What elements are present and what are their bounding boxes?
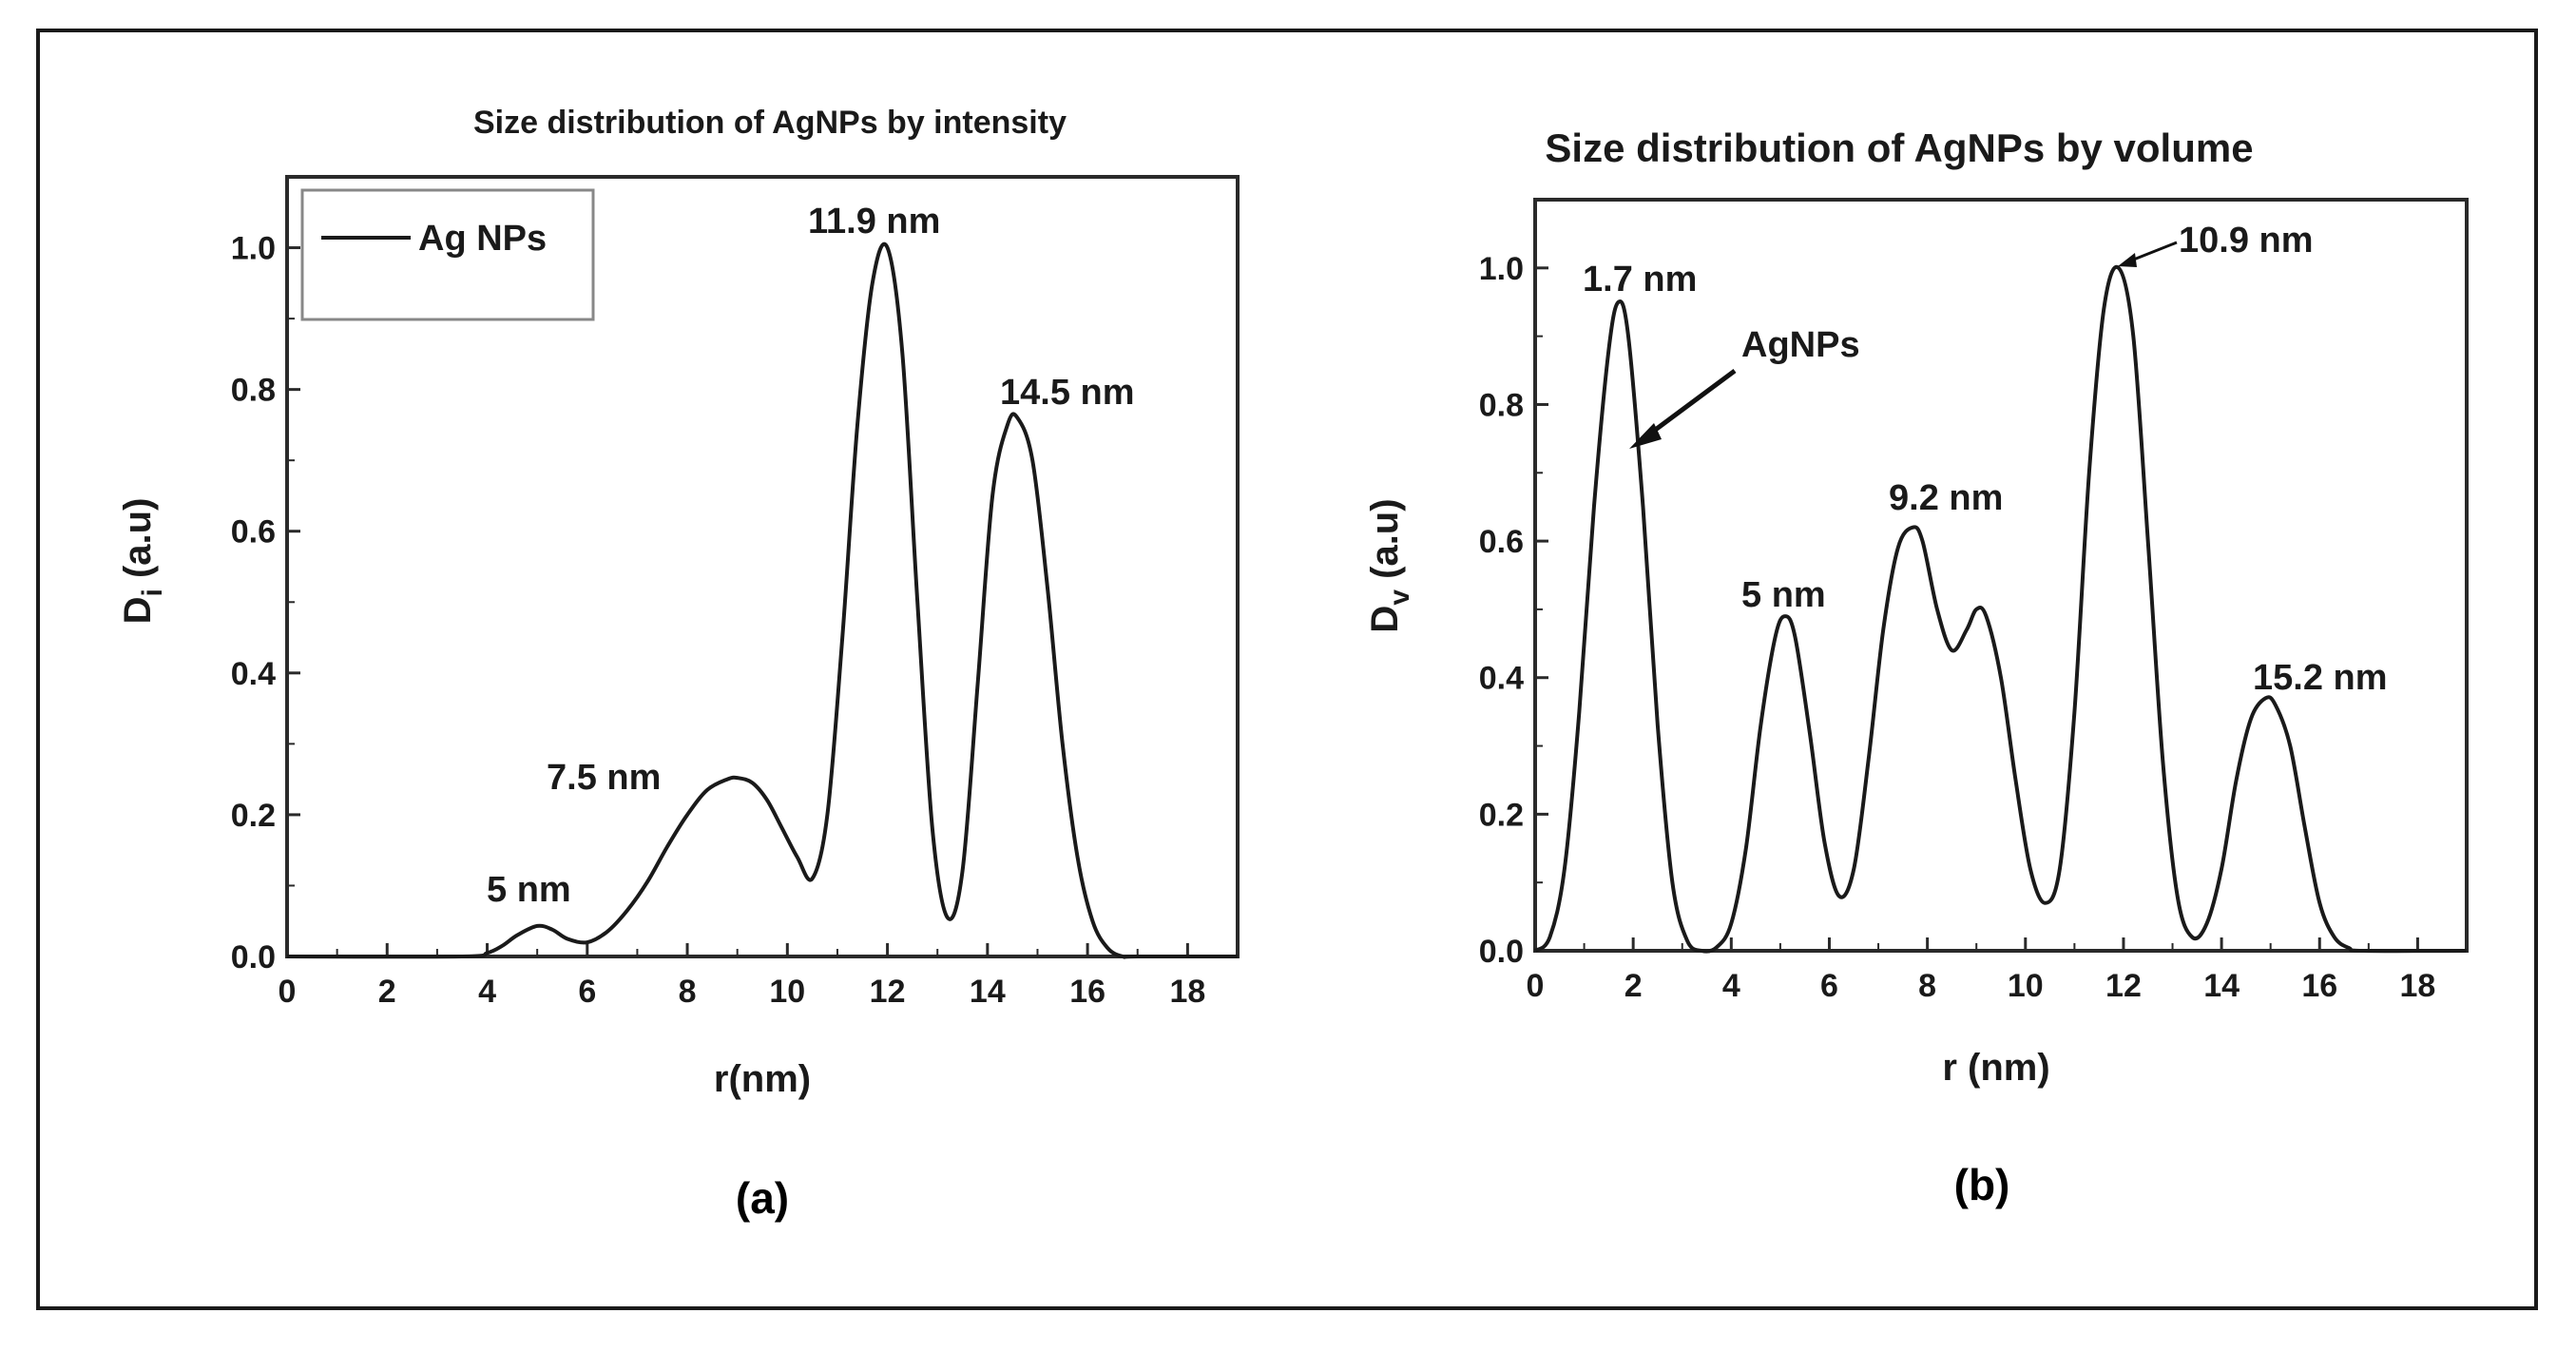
chart-a-ytick-label: 0.0	[231, 939, 276, 975]
chart-b-annotation-15-2nm: 15.2 nm	[2253, 658, 2388, 698]
chart-a-xtick-label: 4	[478, 974, 496, 1010]
chart-b-xtick-label: 8	[1918, 968, 1936, 1004]
chart-b-ytick-label: 0.0	[1479, 934, 1524, 970]
chart-a-series-line	[286, 241, 1238, 959]
chart-a-xtick-label: 8	[679, 974, 697, 1010]
chart-b-ylabel-sub: v	[1384, 589, 1415, 606]
chart-b-annotation-5nm: 5 nm	[1741, 575, 1826, 615]
chart-b-panel-label: (b)	[1954, 1160, 2010, 1209]
chart-a-xtick-label: 10	[769, 974, 805, 1010]
chart-b: Size distribution of AgNPs by volume 0.0…	[1364, 126, 2469, 1209]
chart-b-xtick-label: 10	[2008, 968, 2044, 1004]
chart-b-ytick-label: 0.6	[1479, 524, 1524, 560]
chart-a-ytick-label: 0.6	[231, 514, 276, 550]
chart-a-xtick-label: 16	[1069, 974, 1105, 1010]
chart-a: Size distribution of AgNPs by intensity …	[117, 105, 1240, 1223]
chart-a-ytick-label: 1.0	[231, 231, 276, 267]
chart-b-xtick-label: 14	[2203, 968, 2240, 1004]
chart-a-annotation-5nm: 5 nm	[487, 870, 571, 910]
chart-b-annotation-10-9nm: 10.9 nm	[2179, 221, 2314, 261]
chart-b-arrow-line	[1641, 368, 1737, 442]
chart-b-xtick-label: 2	[1624, 968, 1643, 1004]
chart-a-xtick-label: 2	[378, 974, 396, 1010]
chart-b-annotation-9-2nm: 9.2 nm	[1889, 478, 2003, 518]
chart-a-panel-label: (a)	[736, 1173, 789, 1223]
chart-a-xtick-label: 18	[1169, 974, 1205, 1010]
chart-b-xtick-label: 12	[2105, 968, 2142, 1004]
chart-a-ytick-label: 0.2	[231, 798, 276, 834]
chart-a-plot-area	[285, 175, 1240, 958]
chart-b-xtick-label: 0	[1527, 968, 1545, 1004]
chart-a-ylabel-sub: i	[137, 589, 168, 596]
chart-b-ytick-label: 0.2	[1479, 797, 1524, 833]
chart-b-ytick-label: 1.0	[1479, 251, 1524, 287]
chart-a-annotation-7-5nm: 7.5 nm	[547, 758, 661, 798]
chart-a-ylabel: Di (a.u)	[117, 498, 168, 625]
chart-a-title: Size distribution of AgNPs by intensity	[473, 105, 1067, 141]
chart-a-xtick-label: 0	[279, 974, 297, 1010]
chart-b-xtick-label: 4	[1722, 968, 1740, 1004]
chart-a-legend-label: Ag NPs	[418, 219, 547, 259]
chart-a-xlabel: r(nm)	[714, 1058, 811, 1100]
chart-b-xtick-label: 6	[1820, 968, 1838, 1004]
chart-b-title: Size distribution of AgNPs by volume	[1545, 126, 2253, 170]
chart-a-xtick-label: 12	[870, 974, 906, 1010]
chart-b-annotation-1-7nm: 1.7 nm	[1583, 260, 1697, 299]
chart-a-ytick-label: 0.8	[231, 373, 276, 409]
chart-b-xlabel: r (nm)	[1942, 1047, 2049, 1089]
chart-b-ylabel: Dv (a.u)	[1364, 498, 1415, 632]
chart-b-arrowhead	[1629, 423, 1662, 449]
chart-b-ytick-label: 0.4	[1479, 661, 1524, 697]
chart-a-xtick-label: 14	[970, 974, 1006, 1010]
chart-a-legend-box	[300, 188, 595, 321]
chart-a-ylabel-rest: (a.u)	[117, 498, 159, 589]
chart-b-xtick-label: 18	[2400, 968, 2436, 1004]
chart-b-ylabel-main: D	[1364, 606, 1406, 633]
chart-b-xtick-label: 16	[2301, 968, 2337, 1004]
chart-b-arrowhead-2	[2118, 253, 2137, 267]
chart-b-ytick-label: 0.8	[1479, 387, 1524, 423]
chart-b-annotation-agnps: AgNPs	[1741, 325, 1860, 365]
chart-b-plot-area	[1533, 198, 2469, 953]
chart-a-ytick-label: 0.4	[231, 656, 276, 692]
chart-a-xtick-label: 6	[578, 974, 596, 1010]
chart-b-series-line	[1533, 264, 2468, 954]
chart-a-annotation-11-9nm: 11.9 nm	[808, 202, 940, 241]
chart-a-ylabel-main: D	[117, 597, 159, 625]
chart-a-annotation-14-5nm: 14.5 nm	[1000, 373, 1135, 413]
chart-b-ylabel-rest: (a.u)	[1364, 498, 1406, 589]
